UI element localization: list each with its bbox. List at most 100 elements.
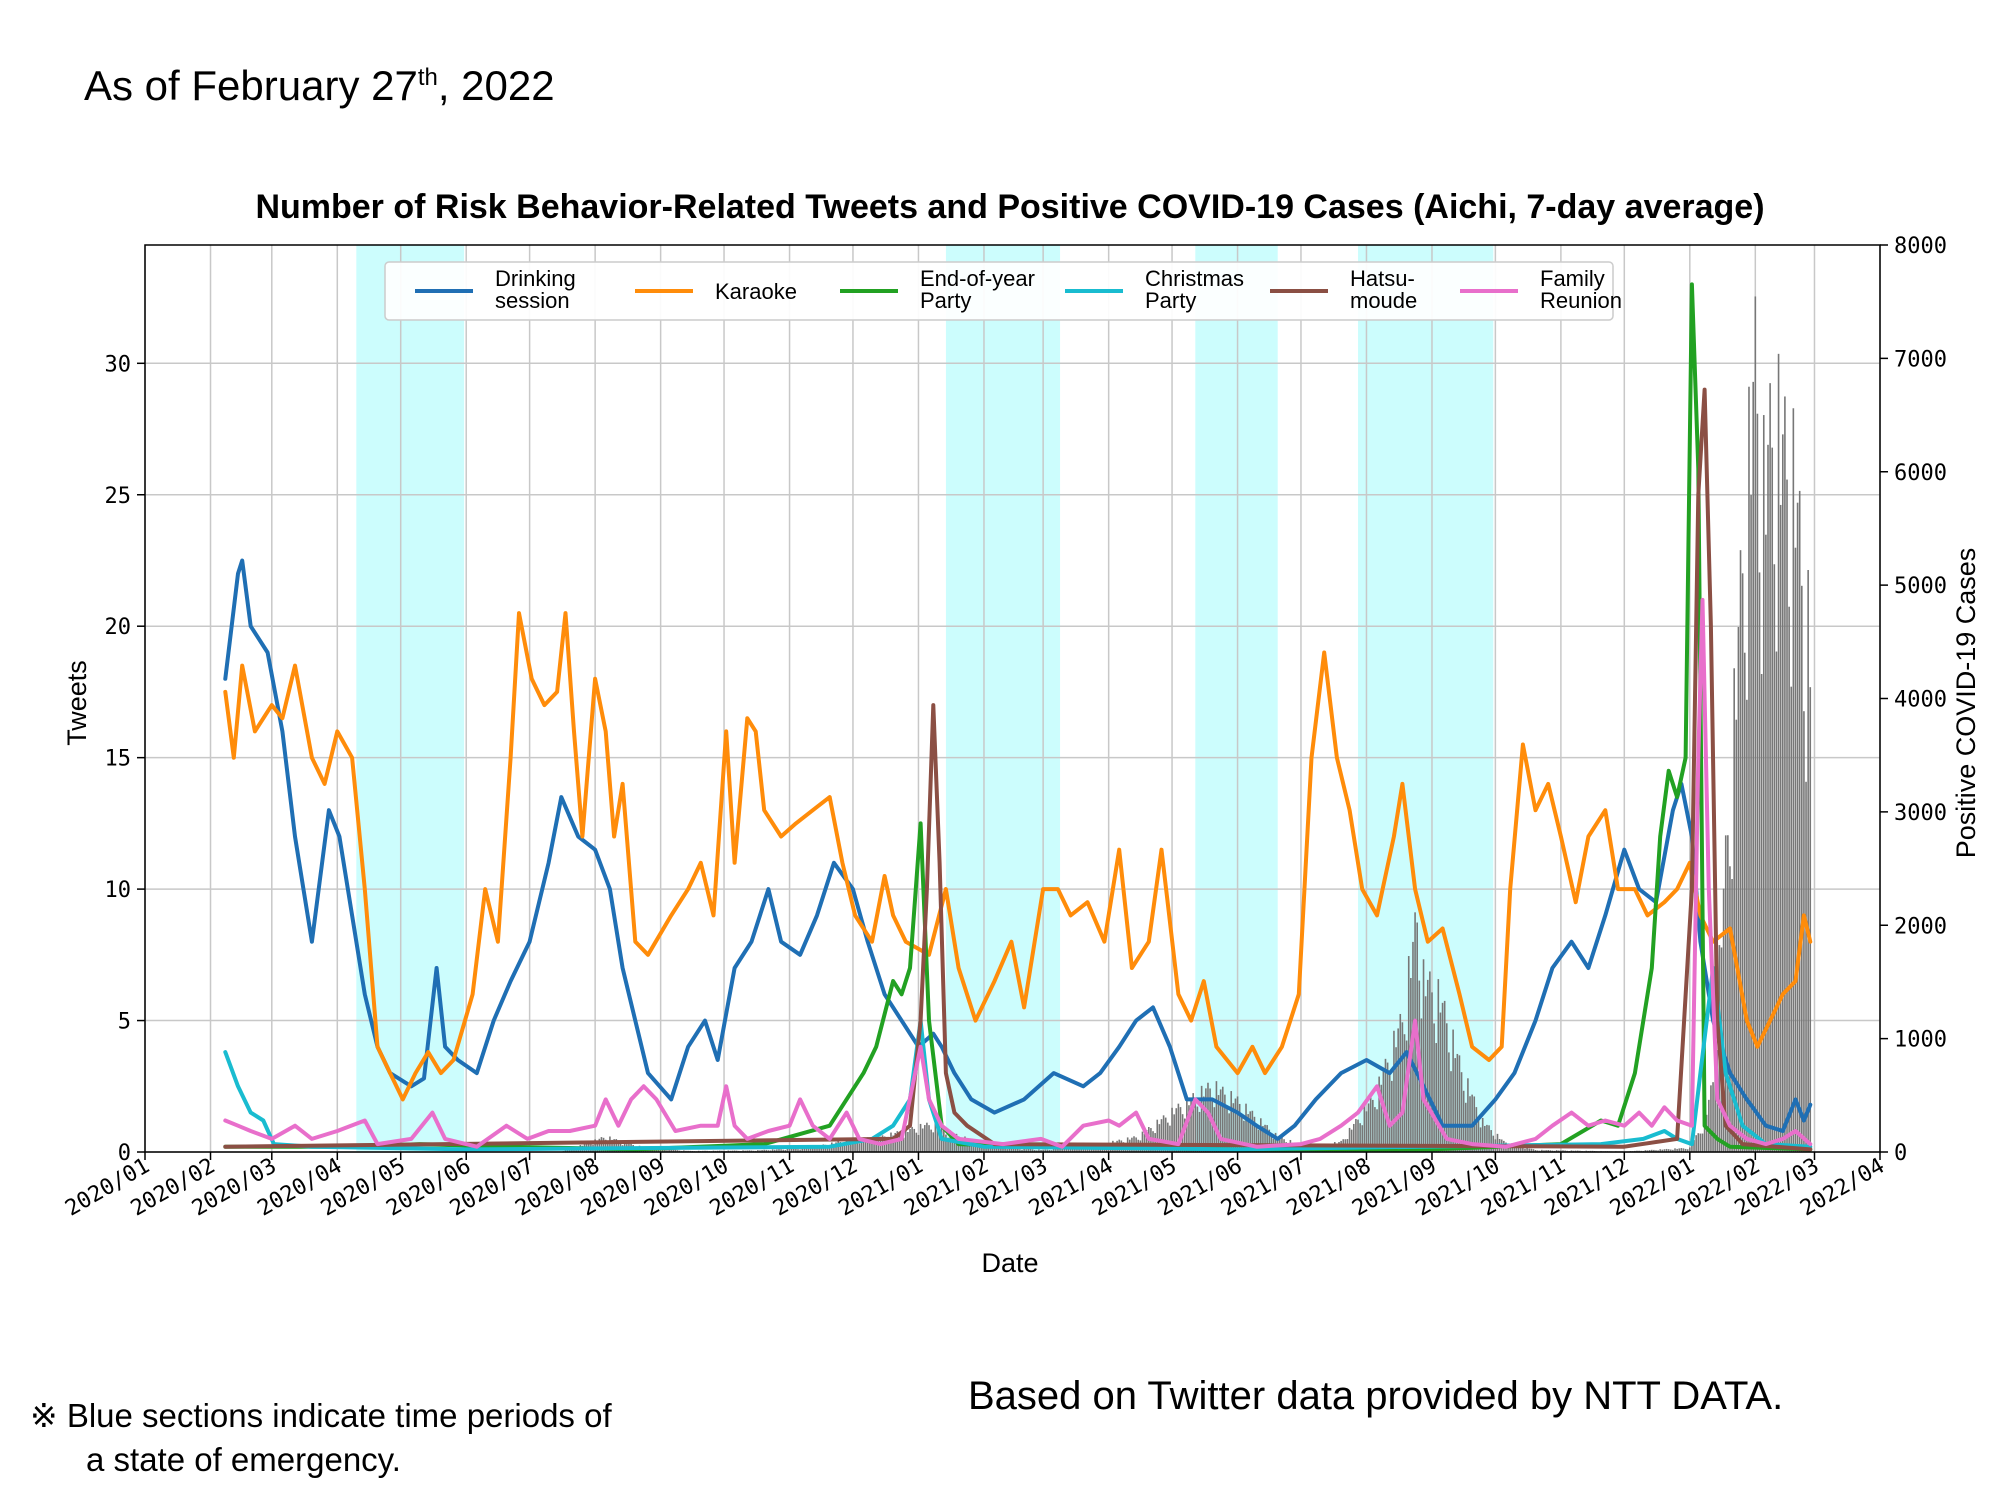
cases-bar bbox=[761, 1150, 763, 1152]
cases-bar bbox=[991, 1148, 994, 1152]
cases-bar bbox=[1769, 383, 1771, 1152]
cases-bar bbox=[788, 1149, 791, 1152]
cases-bar bbox=[1570, 1150, 1573, 1152]
cases-bar bbox=[1790, 686, 1793, 1152]
cases-bar bbox=[1803, 711, 1805, 1152]
cases-bar bbox=[1665, 1148, 1668, 1152]
cases-bar bbox=[757, 1150, 759, 1152]
cases-bar bbox=[845, 1139, 848, 1152]
cases-bar bbox=[1517, 1145, 1520, 1152]
cases-bar bbox=[1663, 1149, 1666, 1152]
cases-bar bbox=[1033, 1149, 1036, 1152]
cases-bar bbox=[1386, 1062, 1389, 1152]
cases-bar bbox=[778, 1149, 780, 1152]
cases-bar bbox=[1042, 1149, 1044, 1152]
cases-bar bbox=[1025, 1149, 1028, 1152]
cases-bar bbox=[1188, 1105, 1190, 1152]
cases-bar bbox=[566, 1149, 569, 1152]
cases-bar bbox=[670, 1149, 673, 1152]
cases-bar bbox=[843, 1144, 846, 1152]
cases-bar bbox=[1712, 1082, 1714, 1152]
cases-bar bbox=[1219, 1089, 1222, 1152]
cases-bar bbox=[858, 1143, 861, 1152]
cases-bar bbox=[1710, 1085, 1712, 1152]
cases-bar bbox=[811, 1148, 814, 1152]
cases-bar bbox=[763, 1149, 765, 1152]
cases-bar bbox=[1771, 447, 1774, 1153]
legend-label-5: moude bbox=[1350, 288, 1417, 313]
cases-bar bbox=[1762, 415, 1765, 1152]
cases-bar bbox=[1722, 888, 1725, 1152]
cases-bar bbox=[1454, 1058, 1457, 1152]
cases-bar bbox=[1686, 1149, 1689, 1152]
cases-bar bbox=[1059, 1148, 1061, 1152]
cases-bar bbox=[1486, 1124, 1488, 1152]
cases-bar bbox=[862, 1140, 865, 1152]
cases-bar bbox=[1224, 1094, 1226, 1152]
cases-bar bbox=[1228, 1113, 1230, 1152]
cases-bar bbox=[1705, 1114, 1708, 1152]
cases-bar bbox=[1798, 490, 1801, 1152]
cases-bar bbox=[1644, 1150, 1647, 1152]
y-tick-label-3: 15 bbox=[105, 747, 132, 772]
cases-bar bbox=[803, 1148, 806, 1152]
cases-bar bbox=[936, 1128, 939, 1152]
cases-bar bbox=[1781, 434, 1784, 1152]
cases-bar bbox=[1052, 1148, 1055, 1152]
emergency-band-3 bbox=[1195, 245, 1278, 1152]
cases-bar bbox=[1659, 1149, 1662, 1152]
cases-bar bbox=[784, 1149, 787, 1152]
cases-bar bbox=[1684, 1148, 1687, 1152]
cases-bar bbox=[1369, 1097, 1372, 1152]
cases-bar bbox=[809, 1147, 812, 1152]
series-line-2 bbox=[223, 611, 1813, 1102]
cases-bar bbox=[1809, 687, 1812, 1152]
cases-bar bbox=[993, 1146, 996, 1152]
cases-bar bbox=[1680, 1148, 1683, 1152]
y-tick-label-6: 30 bbox=[105, 352, 132, 377]
cases-bar bbox=[1490, 1130, 1492, 1152]
cases-bar bbox=[1532, 1149, 1535, 1152]
cases-bar bbox=[1171, 1107, 1173, 1152]
cases-bar bbox=[962, 1141, 964, 1152]
cases-bar bbox=[987, 1145, 989, 1152]
cases-bar bbox=[1010, 1148, 1013, 1152]
cases-bar bbox=[1756, 413, 1759, 1152]
cases-bar bbox=[1207, 1082, 1209, 1152]
cases-bar bbox=[1462, 1090, 1465, 1152]
cases-bar bbox=[1530, 1148, 1533, 1152]
cases-bar bbox=[1050, 1150, 1053, 1152]
cases-bar bbox=[1160, 1119, 1163, 1152]
cases-bar bbox=[847, 1141, 850, 1152]
cases-bar bbox=[1477, 1119, 1480, 1152]
cases-bar bbox=[1401, 1022, 1404, 1152]
cases-bar bbox=[1488, 1125, 1490, 1152]
cases-bar bbox=[1750, 495, 1752, 1152]
cases-bar bbox=[1173, 1114, 1175, 1152]
cases-bar bbox=[1044, 1149, 1047, 1152]
cases-bar bbox=[1175, 1108, 1178, 1152]
cases-bar bbox=[1014, 1147, 1017, 1152]
cases-bar bbox=[1198, 1111, 1201, 1152]
cases-bar bbox=[1217, 1095, 1220, 1152]
cases-bar bbox=[1169, 1125, 1171, 1152]
data-source: Based on Twitter data provided by NTT DA… bbox=[968, 1374, 1784, 1418]
y2-axis-label: Positive COVID-19 Cases bbox=[1951, 548, 1981, 859]
cases-bar bbox=[611, 1139, 613, 1152]
cases-bar bbox=[1650, 1149, 1653, 1152]
note-mark: ※ bbox=[30, 1397, 58, 1434]
cases-bar bbox=[1560, 1150, 1562, 1152]
cases-bar bbox=[814, 1148, 816, 1152]
cases-bar bbox=[1424, 996, 1427, 1152]
cases-bar bbox=[1739, 550, 1742, 1152]
note-line-1: Blue sections indicate time periods of bbox=[66, 1397, 612, 1434]
legend-label-5: Hatsu- bbox=[1350, 266, 1415, 291]
cases-bar bbox=[1534, 1150, 1537, 1152]
cases-bar bbox=[771, 1149, 774, 1152]
y-tick-label-5: 25 bbox=[105, 484, 132, 509]
cases-bar bbox=[1205, 1088, 1207, 1152]
cases-bar bbox=[1061, 1148, 1063, 1152]
cases-bar bbox=[564, 1149, 567, 1152]
cases-bar bbox=[1805, 781, 1807, 1152]
